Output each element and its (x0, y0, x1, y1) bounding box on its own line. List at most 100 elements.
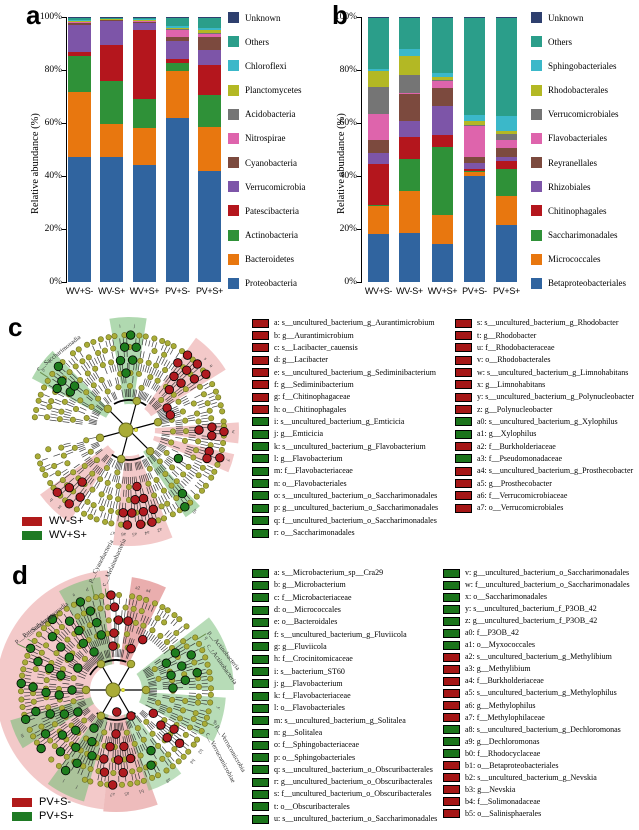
lefse-swatch (252, 777, 269, 787)
legend-label: Verrucomicrobiales (548, 109, 619, 120)
lefse-legend-item: t: o__Obscuribacterales (252, 801, 445, 813)
red-node (181, 365, 192, 375)
tip-letter: a0 (190, 507, 197, 514)
legend-item: Others (531, 36, 626, 48)
lefse-taxon-label: n: g__Solitalea (274, 728, 323, 737)
lefse-taxon-label: b4: f__Solimonadaceae (465, 796, 541, 806)
bar-segment (368, 18, 389, 69)
bar-segment (198, 126, 221, 171)
tip-letter: a4 (145, 588, 152, 594)
legend-label: Patescibacteria (245, 205, 299, 216)
x-tick-label: PV+S- (165, 286, 190, 296)
lefse-legend-item: a6: g__Methylophilus (443, 700, 639, 712)
tree-spoke (128, 421, 159, 431)
lefse-swatch (455, 417, 472, 427)
green-node (33, 656, 43, 667)
lefse-legend-item: k: s__uncultured_bacterium_g_Flavobacter… (252, 440, 455, 452)
lefse-swatch (252, 380, 269, 390)
inner-node (146, 447, 155, 456)
tree-arc (113, 399, 147, 407)
y-tick-label: 100% (334, 12, 357, 22)
bar-segment (68, 17, 91, 21)
green-node (55, 746, 66, 757)
y-axis-spine (361, 17, 362, 283)
bar-segment (133, 99, 156, 129)
green-node (64, 652, 75, 663)
green-node (40, 729, 51, 739)
bar-segment (464, 17, 485, 19)
group-legend-wv: WV-S+ WV+S+ (22, 516, 87, 544)
lefse-legend-item: a: s__Microbacterium_sp__Cra29 (252, 567, 445, 579)
lefse-taxon-label: u: f__Rhodobacteraceae (477, 342, 555, 352)
green-node (73, 707, 83, 717)
bar-segment (496, 169, 517, 196)
lefse-legend-item: h: f__Crocinitomicaceae (252, 653, 445, 665)
y-tick-label: 80% (339, 65, 357, 75)
tip-letter: a6 (121, 531, 126, 536)
lefse-swatch (455, 355, 472, 365)
lefse-taxon-label: b0: f__Rhodocyclaceae (465, 748, 541, 758)
y-tick-mark (62, 70, 66, 71)
legend-label: Acidobacteria (245, 109, 296, 120)
lefse-taxon-label: a2: f__Burkholderiaceae (477, 441, 556, 451)
lefse-swatch (455, 466, 472, 476)
bar-segment (198, 95, 221, 127)
lefse-legend-item: q: s__uncultured_bacterium_o_Obscuribact… (252, 764, 445, 776)
lefse-taxon-label: a3: f__Pseudomonadaceae (477, 453, 563, 463)
legend-swatch (228, 181, 239, 193)
bar-segment (464, 114, 485, 122)
bar-segment (100, 157, 123, 282)
legend-label: Planctomycetes (245, 85, 302, 96)
legend-swatch (228, 157, 239, 169)
lefse-legend-item: a4: s__uncultured_bacterium_g_Prosthecob… (455, 465, 639, 477)
legend-label: Actinobacteria (245, 230, 298, 241)
group-label: PV+S- (39, 796, 72, 808)
legend-item: Bacteroidetes (228, 253, 305, 265)
lefse-legend-item: j: g__Emticicia (252, 428, 455, 440)
clade-wedge (47, 711, 109, 802)
legend-swatch (228, 36, 239, 48)
lefse-swatch (443, 749, 460, 759)
lefse-swatch (443, 761, 460, 771)
lefse-swatch (252, 630, 269, 640)
lefse-legend-item: l: o__Flavobacteriales (252, 702, 445, 714)
green-node (121, 368, 131, 378)
lefse-taxon-label: y: s__uncultured_bacterium_g_Polynucleob… (477, 392, 635, 402)
lefse-swatch (252, 740, 269, 750)
legend-item: Cyanobacteria (228, 157, 305, 169)
red-node (108, 641, 118, 651)
lefse-taxon-label: e: o__Bacteroidales (274, 617, 338, 627)
y-tick-label: 100% (39, 12, 62, 22)
lefse-swatch (443, 592, 460, 602)
green-node (36, 743, 46, 754)
inner-node (96, 659, 106, 669)
bar-segment (133, 17, 156, 18)
lefse-taxon-label: j: g__Emticicia (274, 429, 324, 439)
tip-letter: a2 (156, 526, 162, 532)
bar-segment (166, 26, 189, 29)
y-axis-spine (66, 17, 67, 283)
bar-segment (68, 157, 91, 282)
lefse-taxon-label: x: g__Limnohabitans (477, 379, 546, 389)
green-node (170, 648, 181, 658)
lefse-swatch (455, 343, 472, 353)
lefse-legend-item: l: g__Flavobacterium (252, 453, 455, 465)
legend-item: Saccharimonadales (531, 229, 626, 241)
lefse-swatch (443, 737, 460, 747)
green-node (127, 355, 138, 365)
y-tick-mark (357, 176, 361, 177)
lefse-swatch (252, 568, 269, 578)
tip-letter: h (49, 496, 55, 502)
red-node (122, 520, 133, 530)
green-node (28, 682, 38, 692)
lefse-taxon-label: a7: o__Verrucomicrobiales (477, 503, 564, 513)
lefse-swatch (252, 802, 269, 812)
lefse-legend-item: a0: s__uncultured_bacterium_g_Xylophilus (455, 416, 639, 428)
lefse-swatch (252, 654, 269, 664)
bar-segment (166, 17, 189, 19)
bar-segment (166, 63, 189, 72)
bar-segment (198, 27, 221, 31)
lefse-legend-item: w: s__uncultured_bacterium_g_Limnohabita… (455, 366, 639, 378)
lefse-swatch (252, 691, 269, 701)
lefse-swatch (252, 355, 269, 365)
